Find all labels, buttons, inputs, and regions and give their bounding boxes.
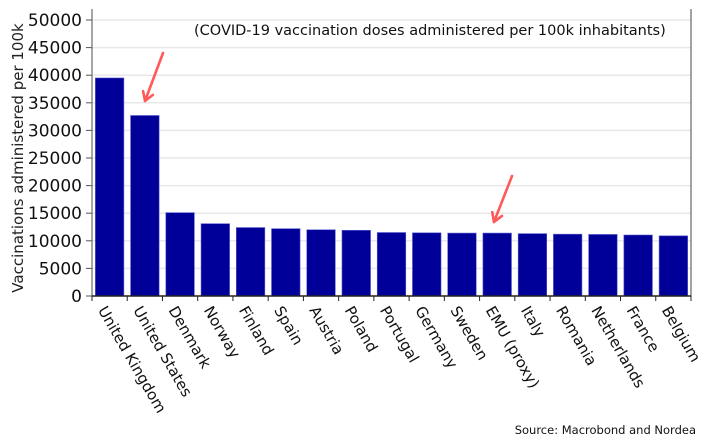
y-tick-label: 35000 xyxy=(28,94,82,114)
x-tick-label: Spain xyxy=(270,303,307,348)
bar-norway xyxy=(200,223,230,297)
y-tick-label: 10000 xyxy=(28,232,82,252)
y-tick-label: 0 xyxy=(71,287,82,307)
annotation-arrows xyxy=(141,51,514,224)
arrow-united-states xyxy=(141,51,165,103)
bar-poland xyxy=(341,230,371,297)
bar-spain xyxy=(271,228,301,297)
y-tick-label: 45000 xyxy=(28,39,82,59)
bar-netherlands xyxy=(588,234,618,297)
bars xyxy=(95,77,688,297)
y-axis-ticks: 0 5000 10000 15000 20000 25000 30000 35000 40000… xyxy=(28,11,92,307)
y-tick-label: 20000 xyxy=(28,177,82,197)
bar-romania xyxy=(553,233,583,297)
source-note: Source: Macrobond and Nordea xyxy=(515,423,696,437)
bar-finland xyxy=(235,227,266,297)
axes xyxy=(91,9,692,297)
bar-italy xyxy=(517,233,548,297)
bar-austria xyxy=(306,229,336,297)
x-tick-label: Belgium xyxy=(658,303,704,365)
y-tick-label: 30000 xyxy=(28,121,82,141)
bar-belgium xyxy=(658,235,688,297)
y-tick-label: 25000 xyxy=(28,149,82,169)
bar-emu-proxy xyxy=(482,232,512,297)
bar-united-states xyxy=(130,115,160,297)
x-tick-label: Italy xyxy=(517,303,549,340)
y-tick-label: 15000 xyxy=(28,204,82,224)
y-tick-label: 5000 xyxy=(39,259,82,279)
y-tick-label: 40000 xyxy=(28,66,82,86)
bar-portugal xyxy=(376,232,407,297)
chart-annotation: (COVID-19 vaccination doses administered… xyxy=(194,23,666,39)
bar-denmark xyxy=(165,212,195,297)
bar-france xyxy=(623,234,653,297)
y-tick-label: 50000 xyxy=(28,11,82,31)
bar-germany xyxy=(412,232,442,297)
arrow-emu-proxy xyxy=(490,174,514,224)
bar-united-kingdom xyxy=(95,77,125,297)
y-axis-label: Vaccinations administered per 100k xyxy=(9,23,27,293)
bar-sweden xyxy=(447,232,477,297)
